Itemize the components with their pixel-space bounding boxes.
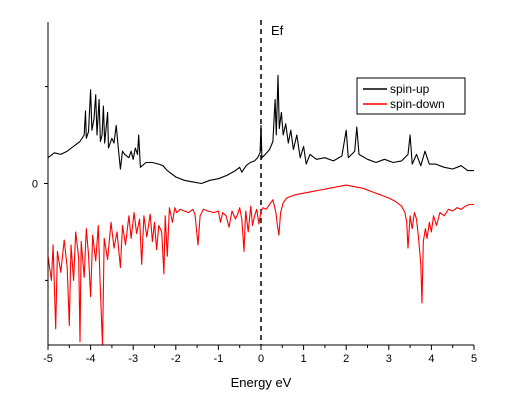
x-tick-label: 4: [428, 353, 434, 365]
series-line-spin-up: [47, 74, 474, 185]
x-tick-label: 1: [301, 353, 307, 365]
x-tick-label: -3: [128, 353, 138, 365]
y-tick-label: 0: [32, 179, 38, 191]
x-tick-label: -1: [214, 353, 224, 365]
legend-box: [356, 77, 466, 115]
axes: -5 -4 -3 -2 -1 0 1 2 3 4 5 0: [32, 22, 477, 365]
x-tick-label: 5: [471, 353, 477, 365]
x-tick-label: -4: [86, 353, 96, 365]
x-tick-label: 0: [258, 353, 264, 365]
legend-entry-spin-up: spin-up: [390, 82, 430, 96]
x-tick-label: -5: [43, 353, 53, 365]
series-group: [47, 74, 474, 346]
fermi-level: Ef: [260, 20, 284, 345]
x-tick-label: 2: [343, 353, 349, 365]
x-tick-label: 3: [386, 353, 392, 365]
fermi-level-label: Ef: [271, 23, 284, 38]
x-axis-label: Energy eV: [231, 375, 292, 390]
series-line-spin-down: [47, 184, 474, 346]
x-tick-label: -2: [171, 353, 181, 365]
legend-entry-spin-down: spin-down: [390, 97, 445, 111]
